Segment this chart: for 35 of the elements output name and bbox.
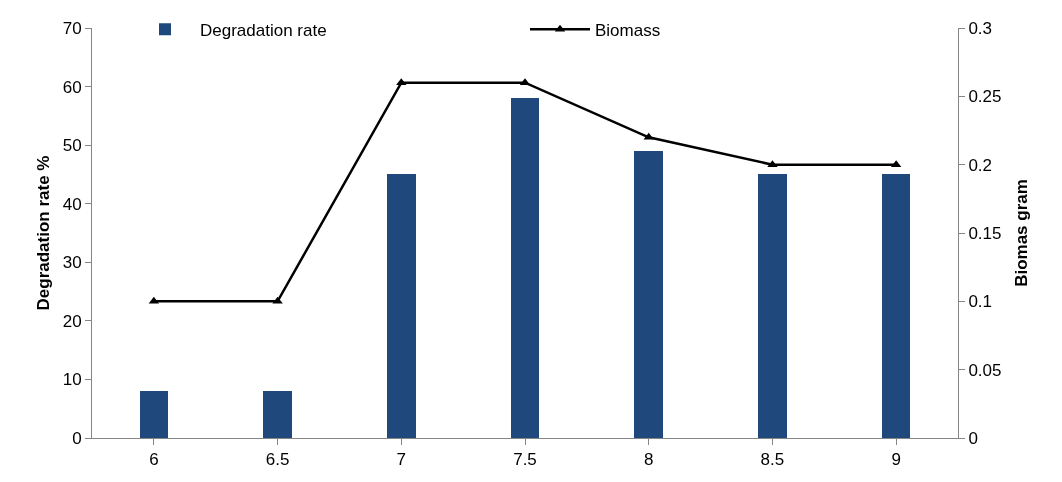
y2-tick-label: 0.2 [968, 155, 993, 175]
x-tick-label: 6.5 [265, 450, 290, 470]
bar [387, 174, 416, 438]
x-tick-label: 7 [396, 450, 407, 470]
y2-tick-label: 0.25 [968, 87, 1002, 107]
y-tick-label: 70 [62, 18, 82, 38]
y2-tick-label: 0.05 [968, 360, 1002, 380]
y-tick-label: 10 [62, 370, 82, 390]
y-tick-label: 40 [62, 194, 82, 214]
y-tick-label: 60 [62, 77, 82, 97]
bar [511, 98, 539, 438]
x-tick-label: 7.5 [513, 450, 537, 470]
point [643, 132, 654, 140]
legend-label: Biomass [595, 20, 661, 40]
bar [634, 151, 663, 438]
legend-label: Degradation rate [200, 20, 327, 40]
y-axis-title: Degradation rate % [34, 155, 54, 311]
bar [758, 174, 787, 438]
y2-tick-label: 0.3 [968, 18, 993, 38]
y-tick-label: 0 [72, 428, 82, 448]
point [272, 296, 283, 304]
y2-axis-title: Biomas gram [1011, 179, 1031, 287]
bar [140, 391, 168, 438]
y-tick-label: 20 [62, 311, 82, 331]
y-tick-label: 50 [62, 136, 82, 156]
x-tick-label: 6 [149, 450, 159, 470]
x-tick-label: 9 [891, 450, 901, 470]
x-tick-label: 8 [643, 450, 654, 470]
y2-tick-label: 0 [968, 428, 978, 448]
bar [263, 391, 292, 438]
bar [882, 174, 910, 438]
y2-tick-label: 0.1 [968, 292, 993, 312]
y-tick-label: 30 [62, 253, 82, 273]
x-tick-label: 8.5 [760, 450, 785, 470]
y2-tick-label: 0.15 [968, 223, 1002, 243]
